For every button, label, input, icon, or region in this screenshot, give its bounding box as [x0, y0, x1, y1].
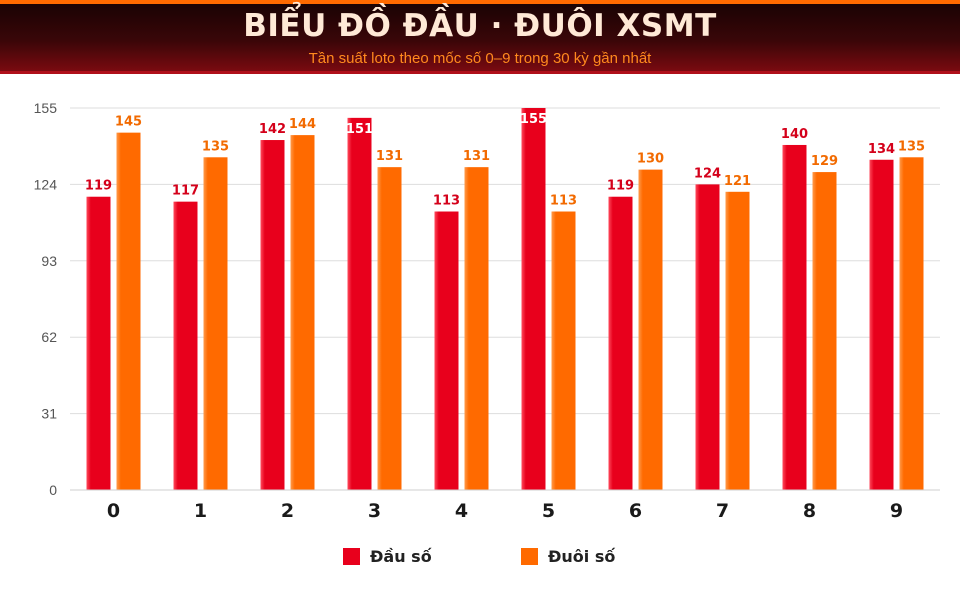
x-tick-label: 0 — [107, 500, 120, 522]
data-label-duoi-7: 121 — [724, 174, 751, 189]
x-tick-label: 4 — [455, 500, 468, 522]
x-tick-label: 2 — [281, 500, 294, 522]
data-label-dau-6: 119 — [607, 179, 634, 194]
legend-label-dau: Đầu số — [370, 546, 432, 566]
data-label-duoi-8: 129 — [811, 154, 838, 169]
legend-item-dau: Đầu số — [343, 546, 432, 566]
data-label-duoi-4: 131 — [463, 149, 490, 164]
data-label-dau-2: 142 — [259, 122, 286, 137]
y-tick-label: 155 — [34, 100, 58, 116]
data-label-duoi-9: 135 — [898, 139, 925, 154]
data-label-duoi-5: 113 — [550, 194, 577, 209]
y-tick-label: 31 — [41, 406, 57, 422]
bar-dau-3 — [347, 117, 372, 490]
bar-duoi-1 — [203, 157, 228, 490]
y-tick-label: 93 — [41, 253, 57, 269]
data-label-dau-7: 124 — [694, 166, 721, 181]
data-label-duoi-3: 131 — [376, 149, 403, 164]
x-tick-label: 1 — [194, 500, 207, 522]
bar-duoi-8 — [812, 172, 837, 490]
data-label-dau-3: 151 — [346, 122, 373, 137]
data-label-dau-1: 117 — [172, 184, 199, 199]
bar-duoi-5 — [551, 211, 576, 490]
bar-dau-8 — [782, 144, 807, 490]
data-label-duoi-2: 144 — [289, 117, 316, 132]
x-tick-label: 9 — [890, 500, 903, 522]
bar-duoi-0 — [116, 132, 141, 491]
chart-legend: Đầu số Đuôi số — [0, 546, 960, 568]
chart-subtitle: Tần suất loto theo mốc số 0–9 trong 30 k… — [308, 50, 652, 67]
bar-dau-0 — [86, 196, 111, 490]
bar-duoi-7 — [725, 191, 750, 490]
x-tick-label: 8 — [803, 500, 816, 522]
chart-header: BIỂU ĐỒ ĐẦU · ĐUÔI XSMT Tần suất loto th… — [0, 0, 960, 74]
bar-duoi-9 — [899, 157, 924, 490]
legend-swatch-duoi — [521, 547, 538, 565]
bar-dau-7 — [695, 184, 720, 490]
x-tick-label: 5 — [542, 500, 555, 522]
data-label-dau-4: 113 — [433, 194, 460, 209]
data-label-duoi-6: 130 — [637, 152, 664, 167]
bar-dau-6 — [608, 196, 633, 490]
x-tick-label: 6 — [629, 500, 642, 522]
x-tick-label: 7 — [716, 500, 729, 522]
bar-dau-9 — [869, 159, 894, 491]
bar-dau-4 — [434, 211, 459, 490]
legend-swatch-dau — [343, 547, 360, 565]
y-tick-label: 124 — [34, 176, 58, 192]
data-label-dau-8: 140 — [781, 127, 808, 142]
data-label-duoi-1: 135 — [202, 139, 229, 154]
y-tick-label: 0 — [49, 482, 57, 498]
bar-duoi-2 — [290, 135, 315, 490]
bar-duoi-4 — [464, 167, 489, 490]
legend-label-duoi: Đuôi số — [548, 546, 616, 566]
legend-item-duoi: Đuôi số — [521, 546, 615, 566]
bar-duoi-3 — [377, 167, 402, 490]
bar-dau-2 — [260, 140, 285, 491]
x-tick-label: 3 — [368, 500, 381, 522]
bar-dau-1 — [173, 201, 198, 490]
y-tick-label: 62 — [41, 329, 57, 345]
data-label-dau-5: 155 — [520, 112, 547, 127]
data-label-dau-9: 134 — [868, 142, 895, 157]
bar-dau-5 — [521, 108, 546, 490]
chart-title: BIỂU ĐỒ ĐẦU · ĐUÔI XSMT — [243, 8, 717, 44]
bar-duoi-6 — [638, 169, 663, 490]
data-label-dau-0: 119 — [85, 179, 112, 194]
data-label-duoi-0: 145 — [115, 115, 142, 130]
